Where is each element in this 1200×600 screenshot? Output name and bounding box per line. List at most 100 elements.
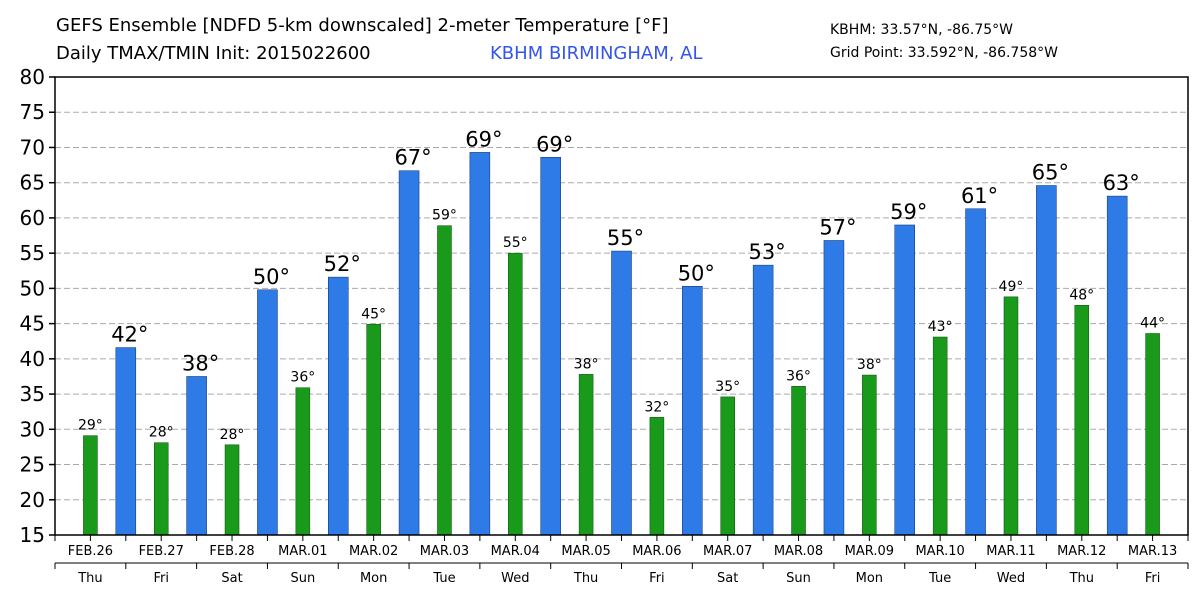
y-tick-label: 55 xyxy=(20,241,45,265)
y-tick-label: 60 xyxy=(20,206,45,230)
x-weekday-label: Mon xyxy=(360,571,387,586)
tmin-value-label: 28° xyxy=(149,425,174,441)
data-labels: 29° 42° 28° 38° 28° 50° 36° 52° 45° 67° 59° 69° 55° 6… xyxy=(78,127,1165,442)
y-tick-label: 70 xyxy=(20,135,45,159)
x-weekday-label: Thu xyxy=(1069,571,1094,586)
tmin-value-label: 49° xyxy=(999,279,1024,295)
tmin-bar xyxy=(578,374,594,536)
tmin-bar xyxy=(1145,333,1160,536)
x-weekday-label: Fri xyxy=(1145,571,1161,586)
tmax-value-label: 57° xyxy=(819,215,856,239)
station-name: KBHM BIRMINGHAM, AL xyxy=(490,43,703,64)
tmin-bar xyxy=(366,324,381,536)
y-tick-label: 50 xyxy=(20,276,45,300)
x-weekday-label: Sun xyxy=(786,571,811,586)
x-weekday-label: Wed xyxy=(501,571,529,586)
x-category-label: FEB.27 xyxy=(139,544,184,559)
x-category-label: MAR.05 xyxy=(561,544,610,559)
x-weekday-label: Fri xyxy=(153,571,169,586)
tmax-value-label: 67° xyxy=(394,146,431,170)
tmax-bar xyxy=(1106,195,1128,536)
tmin-value-label: 36° xyxy=(786,368,811,384)
tmax-value-label: 69° xyxy=(536,132,573,156)
x-weekday-label: Wed xyxy=(997,571,1025,586)
x-category-label: MAR.12 xyxy=(1057,544,1106,559)
tmax-bar xyxy=(752,264,774,536)
tmin-value-label: 55° xyxy=(503,235,528,251)
tmin-bar xyxy=(1003,296,1019,536)
y-tick-label: 40 xyxy=(20,347,45,371)
y-tick-label: 20 xyxy=(20,488,45,512)
tmin-value-label: 43° xyxy=(928,319,953,335)
tmax-value-label: 42° xyxy=(111,323,148,347)
x-category-label: MAR.09 xyxy=(845,544,894,559)
y-tick-label: 15 xyxy=(20,523,45,547)
y-tick-label: 25 xyxy=(20,453,45,477)
tmin-bar xyxy=(720,396,735,536)
x-weekday-label: Sat xyxy=(717,571,738,586)
y-tick-label: 80 xyxy=(20,65,45,89)
tmin-value-label: 38° xyxy=(574,356,599,372)
tmax-value-label: 61° xyxy=(961,184,998,208)
tmax-bar xyxy=(682,286,703,536)
tmax-bar xyxy=(611,250,632,536)
tmin-value-label: 59° xyxy=(432,208,457,224)
tmin-value-label: 36° xyxy=(290,370,315,386)
tmax-value-label: 50° xyxy=(678,261,715,285)
tmin-value-label: 48° xyxy=(1069,287,1094,303)
tmin-bar xyxy=(295,387,311,536)
tmax-value-label: 53° xyxy=(749,240,786,264)
tmin-bar xyxy=(791,386,806,536)
tmax-value-label: 65° xyxy=(1032,161,1069,185)
tmin-bar xyxy=(649,417,665,536)
tmax-bar xyxy=(257,289,278,536)
x-category-label: MAR.11 xyxy=(986,544,1035,559)
tmin-bar xyxy=(224,444,240,536)
x-weekday-label: Sun xyxy=(290,571,315,586)
x-category-label: MAR.08 xyxy=(774,544,823,559)
tmin-bar xyxy=(83,435,98,536)
tmax-bar xyxy=(823,240,845,536)
tmax-value-label: 38° xyxy=(182,351,219,375)
x-category-label: MAR.03 xyxy=(420,544,469,559)
tmax-bar xyxy=(115,347,137,536)
x-category-label: MAR.02 xyxy=(349,544,398,559)
y-tick-label: 45 xyxy=(20,312,45,336)
x-weekday-label: Tue xyxy=(928,571,951,586)
y-tick-label: 35 xyxy=(20,382,45,406)
tmax-bar xyxy=(894,224,915,536)
x-category-label: MAR.07 xyxy=(703,544,752,559)
axes: 15 20 25 30 35 40 45 50 55 60 65 70 75 80 FEB.26 Thu FEB… xyxy=(20,65,1189,586)
tmin-bar xyxy=(932,336,948,536)
tmax-bar xyxy=(398,170,420,536)
x-category-label: MAR.01 xyxy=(278,544,327,559)
x-category-label: MAR.04 xyxy=(491,544,540,559)
tmin-value-label: 44° xyxy=(1140,315,1165,331)
x-weekday-label: Sat xyxy=(221,571,242,586)
tmin-bar xyxy=(153,442,169,536)
tmax-bar xyxy=(540,157,561,536)
chart-title: GEFS Ensemble [NDFD 5-km downscaled] 2-m… xyxy=(56,15,669,36)
x-weekday-label: Tue xyxy=(432,571,455,586)
tmax-value-label: 50° xyxy=(253,265,290,289)
tmax-value-label: 55° xyxy=(607,226,644,250)
y-tick-label: 65 xyxy=(20,171,45,195)
x-weekday-label: Thu xyxy=(77,571,102,586)
x-category-label: MAR.06 xyxy=(632,544,681,559)
init-subtitle: Daily TMAX/TMIN Init: 2015022600 xyxy=(56,43,371,64)
tmin-value-label: 45° xyxy=(361,306,386,322)
x-weekday-label: Mon xyxy=(856,571,883,586)
tmax-bar xyxy=(1036,185,1057,536)
tmax-value-label: 63° xyxy=(1103,171,1140,195)
tmin-bar xyxy=(862,374,877,536)
bars xyxy=(83,152,1160,536)
x-category-label: FEB.26 xyxy=(68,544,113,559)
x-category-label: MAR.13 xyxy=(1128,544,1177,559)
y-tick-label: 30 xyxy=(20,417,45,441)
tmin-value-label: 29° xyxy=(78,418,103,434)
tmax-bar xyxy=(328,276,349,536)
tmax-value-label: 69° xyxy=(465,127,502,151)
tmax-value-label: 59° xyxy=(890,200,927,224)
tmin-bar xyxy=(437,225,452,536)
